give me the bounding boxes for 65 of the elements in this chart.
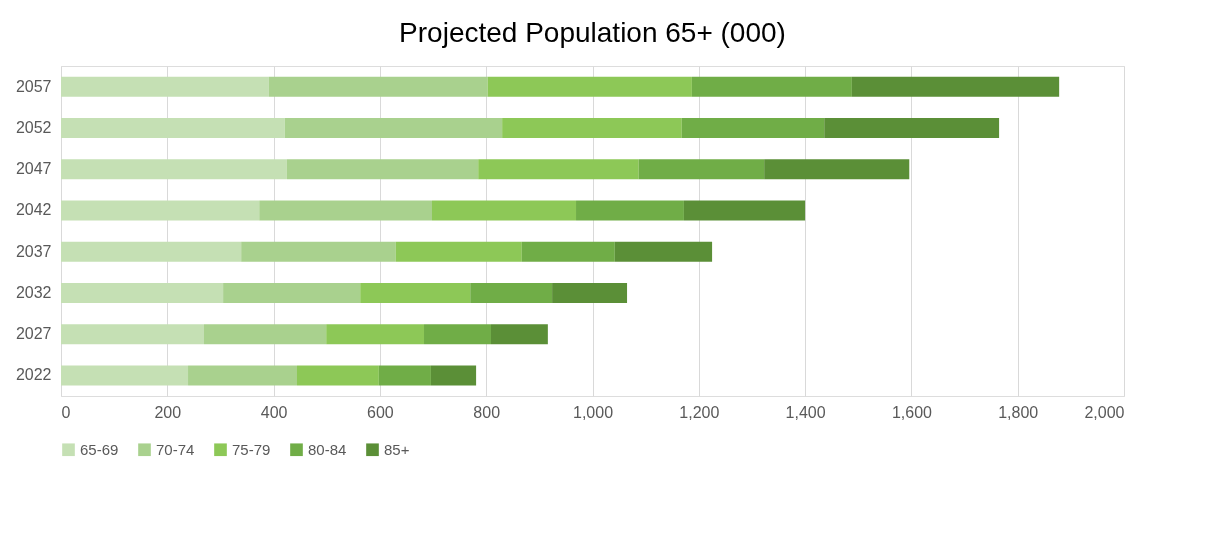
y-tick-label: 2022 [15,366,52,384]
x-tick-label: 1,400 [785,403,826,421]
x-tick-label: 800 [473,403,501,421]
bar [259,200,432,221]
x-tick-label: 400 [260,403,288,421]
bar [61,241,242,262]
bar [576,200,684,221]
legend-label: 65-69 [80,440,119,458]
x-tick-label: 1,600 [891,403,933,421]
bar [61,324,204,345]
x-tick-label: 1,800 [998,403,1039,421]
bar [268,76,488,97]
x-tick-label: 2,000 [1084,403,1125,421]
bar [683,200,806,221]
x-tick-label: 1,200 [679,403,720,421]
bar [638,159,765,180]
bar [478,159,639,180]
y-tick-label: 2047 [15,160,52,178]
bar [61,282,224,303]
y-tick-label: 2032 [15,283,52,301]
bar [378,365,431,386]
x-tick-label: 1,000 [572,403,614,421]
bar [764,159,910,180]
legend-label: 75-79 [232,440,271,458]
y-tick-label: 2057 [15,77,52,95]
bar [296,365,379,386]
y-tick-label: 2052 [15,118,52,136]
y-tick-label: 2042 [15,201,52,219]
bar [203,324,327,345]
bar [851,76,1060,97]
legend-label: 70-74 [156,440,195,458]
bar [395,241,522,262]
bar [502,117,682,138]
bar [552,282,628,303]
bar [188,365,297,386]
bar [326,324,425,345]
bar [61,117,285,138]
bar [61,76,269,97]
y-tick-label: 2037 [15,242,52,260]
bar [430,365,477,386]
x-tick-label: 0 [61,403,71,421]
x-tick-label: 600 [367,403,394,421]
bar [614,241,713,262]
y-tick-label: 2027 [15,325,52,343]
bar [521,241,615,262]
bar [284,117,503,138]
legend-label: 80-84 [308,440,347,458]
bar [490,324,548,345]
legend-label: 85+ [384,440,410,458]
bar [681,117,825,138]
bar [487,76,692,97]
bar [431,200,577,221]
bar [241,241,396,262]
bar [824,117,1000,138]
bar [470,282,553,303]
bar [61,365,189,386]
bar [61,200,260,221]
x-tick-label: 200 [154,403,182,421]
bar [61,159,287,180]
chart-title: Projected Population 65+ (000) [399,17,786,48]
bar [360,282,471,303]
bar [691,76,852,97]
bar [424,324,491,345]
bar [286,159,479,180]
bar [223,282,361,303]
